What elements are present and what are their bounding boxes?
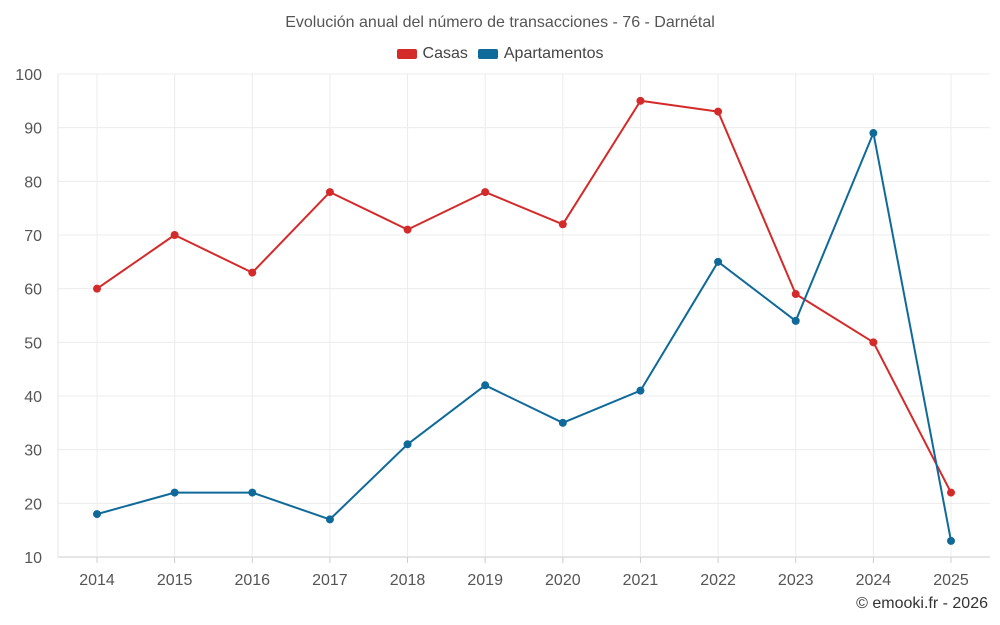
data-point-casas <box>558 220 567 229</box>
y-tick-label: 60 <box>24 282 42 299</box>
series-line-casas <box>96 99 952 494</box>
x-tick-label: 2022 <box>700 572 736 589</box>
credit-text: © emooki.fr - 2026 <box>856 595 988 612</box>
chart-title: Evolución anual del número de transaccio… <box>285 14 715 31</box>
data-point-apartamentos <box>947 536 955 545</box>
data-point-apartamentos <box>714 257 723 266</box>
x-tick-label: 2021 <box>623 572 659 589</box>
x-tick-label: 2015 <box>157 572 193 589</box>
legend-item-casas[interactable]: Casas <box>396 45 468 63</box>
x-tick-label: 2016 <box>234 572 270 589</box>
legend-label-apartamentos: Apartamentos <box>503 45 604 62</box>
y-tick-label: 10 <box>24 550 42 567</box>
y-tick-label: 20 <box>24 496 42 513</box>
data-point-apartamentos <box>403 440 412 449</box>
series-line-apartamentos <box>96 132 952 542</box>
data-point-apartamentos <box>325 515 334 524</box>
data-point-apartamentos <box>636 386 645 395</box>
data-point-casas <box>248 268 257 277</box>
y-tick-label: 30 <box>24 443 42 460</box>
data-point-casas <box>791 290 800 299</box>
x-tick-label: 2014 <box>79 572 115 589</box>
legend-swatch-casas <box>396 49 417 59</box>
y-tick-label: 40 <box>24 389 42 406</box>
x-tick-label: 2019 <box>467 572 503 589</box>
legend-label-casas: Casas <box>422 45 468 62</box>
data-point-casas <box>170 231 179 239</box>
data-point-casas <box>325 188 334 197</box>
x-tick-label: 2023 <box>778 572 814 589</box>
data-point-casas <box>403 225 412 234</box>
x-tick-label: 2024 <box>856 572 892 589</box>
y-tick-label: 100 <box>15 67 42 84</box>
data-point-apartamentos <box>248 488 257 497</box>
legend-swatch-apartamentos <box>477 49 498 59</box>
x-tick-label: 2017 <box>312 572 348 589</box>
data-point-apartamentos <box>93 510 101 519</box>
data-point-casas <box>947 488 955 497</box>
data-point-apartamentos <box>170 488 179 497</box>
data-point-apartamentos <box>558 418 567 427</box>
x-tick-label: 2020 <box>545 572 581 589</box>
data-point-casas <box>869 338 878 347</box>
x-tick-label: 2018 <box>390 572 426 589</box>
y-tick-label: 80 <box>24 174 42 191</box>
data-point-casas <box>636 96 645 105</box>
chart-legend: Casas Apartamentos <box>0 45 1000 63</box>
data-point-apartamentos <box>869 129 878 138</box>
y-tick-label: 90 <box>24 121 42 138</box>
legend-item-apartamentos[interactable]: Apartamentos <box>477 45 604 63</box>
data-point-casas <box>481 188 490 197</box>
data-point-casas <box>714 107 723 116</box>
y-tick-label: 70 <box>24 228 42 245</box>
data-point-apartamentos <box>481 381 490 390</box>
y-tick-label: 50 <box>24 335 42 352</box>
data-point-apartamentos <box>791 316 800 325</box>
data-point-casas <box>93 284 101 293</box>
x-tick-label: 2025 <box>933 572 969 589</box>
